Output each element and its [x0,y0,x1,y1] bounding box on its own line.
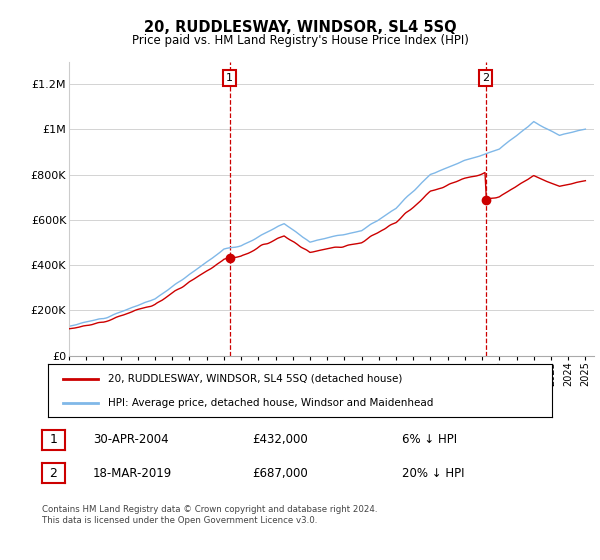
Text: 1: 1 [49,433,58,446]
Text: £687,000: £687,000 [252,466,308,480]
Text: 30-APR-2004: 30-APR-2004 [93,433,169,446]
Text: 6% ↓ HPI: 6% ↓ HPI [402,433,457,446]
Text: 20, RUDDLESWAY, WINDSOR, SL4 5SQ: 20, RUDDLESWAY, WINDSOR, SL4 5SQ [143,20,457,35]
Text: 18-MAR-2019: 18-MAR-2019 [93,466,172,480]
Text: Contains HM Land Registry data © Crown copyright and database right 2024.
This d: Contains HM Land Registry data © Crown c… [42,505,377,525]
Text: 20, RUDDLESWAY, WINDSOR, SL4 5SQ (detached house): 20, RUDDLESWAY, WINDSOR, SL4 5SQ (detach… [109,374,403,384]
Text: 2: 2 [49,466,58,480]
Text: £432,000: £432,000 [252,433,308,446]
Text: 2: 2 [482,73,489,83]
Text: HPI: Average price, detached house, Windsor and Maidenhead: HPI: Average price, detached house, Wind… [109,398,434,408]
Text: 1: 1 [226,73,233,83]
Text: Price paid vs. HM Land Registry's House Price Index (HPI): Price paid vs. HM Land Registry's House … [131,34,469,46]
Text: 20% ↓ HPI: 20% ↓ HPI [402,466,464,480]
